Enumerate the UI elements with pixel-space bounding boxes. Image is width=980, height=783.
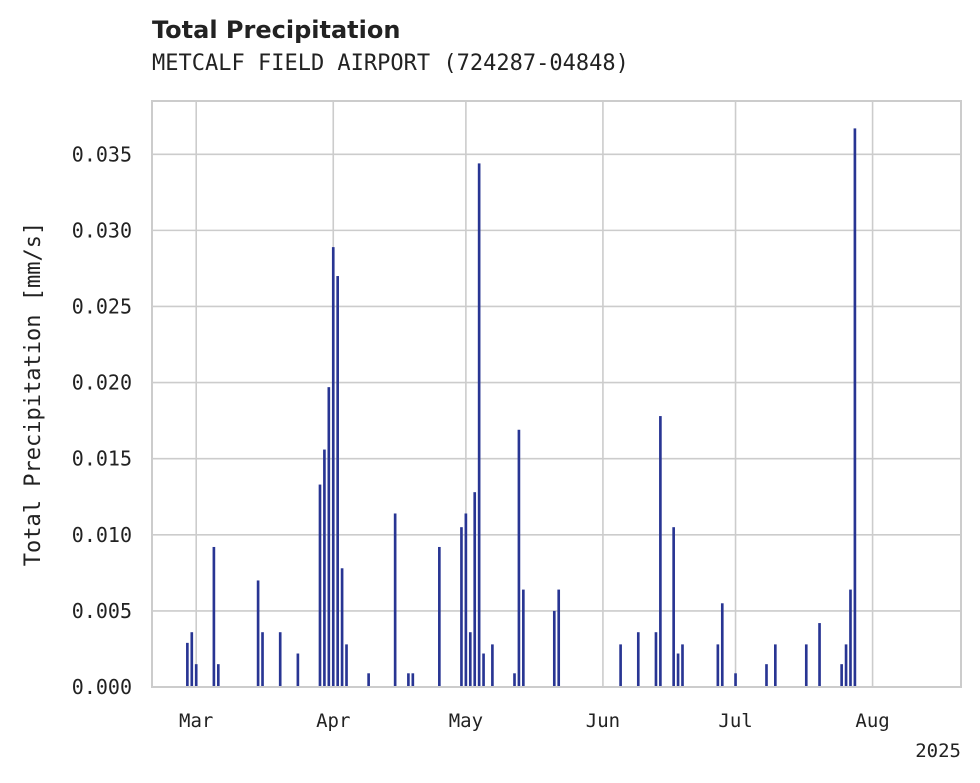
precipitation-bar [340, 568, 344, 687]
precipitation-bar [672, 527, 675, 687]
precipitation-bar [331, 247, 335, 687]
precipitation-bar [818, 623, 821, 687]
bar-series [186, 128, 857, 687]
precipitation-bar [853, 128, 857, 687]
precipitation-bar [557, 589, 561, 687]
precipitation-bar [765, 664, 768, 687]
precipitation-bar [482, 653, 485, 687]
x-tick-label: May [449, 710, 483, 732]
precipitation-bar [522, 589, 525, 687]
precipitation-bar [774, 644, 777, 687]
precipitation-bar [849, 589, 852, 687]
precipitation-bar [844, 644, 848, 687]
precipitation-bar [804, 644, 808, 687]
x-tick-label: Apr [316, 710, 350, 732]
y-tick-label: 0.035 [72, 142, 132, 166]
precipitation-bar [438, 546, 441, 687]
y-axis-label: Total Precipitation [mm/s] [21, 222, 46, 566]
precipitation-bar [636, 632, 640, 687]
y-tick-label: 0.005 [72, 599, 132, 623]
precipitation-bar [216, 664, 220, 687]
precipitation-bar [407, 673, 410, 687]
grid-lines [152, 101, 961, 688]
chart-title: Total Precipitation [152, 16, 401, 44]
precipitation-bar [393, 513, 397, 687]
x-tick-label: Mar [179, 710, 213, 732]
y-tick-label: 0.020 [72, 371, 132, 395]
precipitation-bar [336, 276, 339, 687]
precipitation-bar [676, 653, 680, 687]
precipitation-bar [619, 644, 622, 687]
y-tick-label: 0.030 [72, 218, 132, 242]
precipitation-bar [468, 632, 472, 687]
precipitation-bar [477, 163, 481, 687]
precipitation-bar [840, 664, 843, 687]
precipitation-bar [345, 644, 348, 687]
precipitation-bar [716, 644, 720, 687]
precipitation-bar [323, 449, 326, 687]
precipitation-bar [278, 632, 282, 687]
precipitation-bar [473, 492, 477, 687]
x-axis-year-label: 2025 [915, 740, 961, 762]
precipitation-bar [327, 387, 331, 687]
precipitation-bar [659, 416, 662, 687]
x-tick-label: Jun [586, 710, 620, 732]
precipitation-bar [261, 632, 264, 687]
plot-frame [151, 100, 962, 688]
precipitation-bar [296, 653, 300, 687]
precipitation-bar [460, 527, 463, 687]
precipitation-bar [517, 429, 521, 687]
precipitation-bar [491, 644, 494, 687]
precipitation-bar [186, 642, 189, 687]
y-tick-label: 0.015 [72, 447, 132, 471]
precipitation-bar [513, 673, 516, 687]
precipitation-bar [411, 673, 415, 687]
precipitation-bar [318, 484, 322, 687]
precipitation-bar [654, 632, 658, 687]
chart-subtitle: METCALF FIELD AIRPORT (724287-04848) [152, 51, 629, 76]
precipitation-bar [734, 673, 737, 687]
x-tick-label: Jul [718, 710, 752, 732]
precipitation-bar [681, 644, 684, 687]
precipitation-bar [190, 632, 194, 687]
y-tick-label: 0.025 [72, 294, 132, 318]
precipitation-bar [552, 610, 556, 687]
x-tick-label: Aug [855, 710, 889, 732]
y-tick-label: 0.000 [72, 675, 132, 699]
precipitation-bar [720, 603, 724, 687]
precipitation-bar [256, 580, 260, 687]
precipitation-bar [464, 513, 468, 687]
y-tick-label: 0.010 [72, 523, 132, 547]
precipitation-bar [212, 546, 216, 687]
precipitation-bar [194, 664, 198, 687]
x-axis-ticks: Mar Apr May Jun Jul Aug [179, 710, 890, 732]
precipitation-bar [367, 673, 370, 687]
y-axis-ticks: 0.000 0.005 0.010 0.015 0.020 0.025 0.030 0.035 [72, 142, 132, 699]
